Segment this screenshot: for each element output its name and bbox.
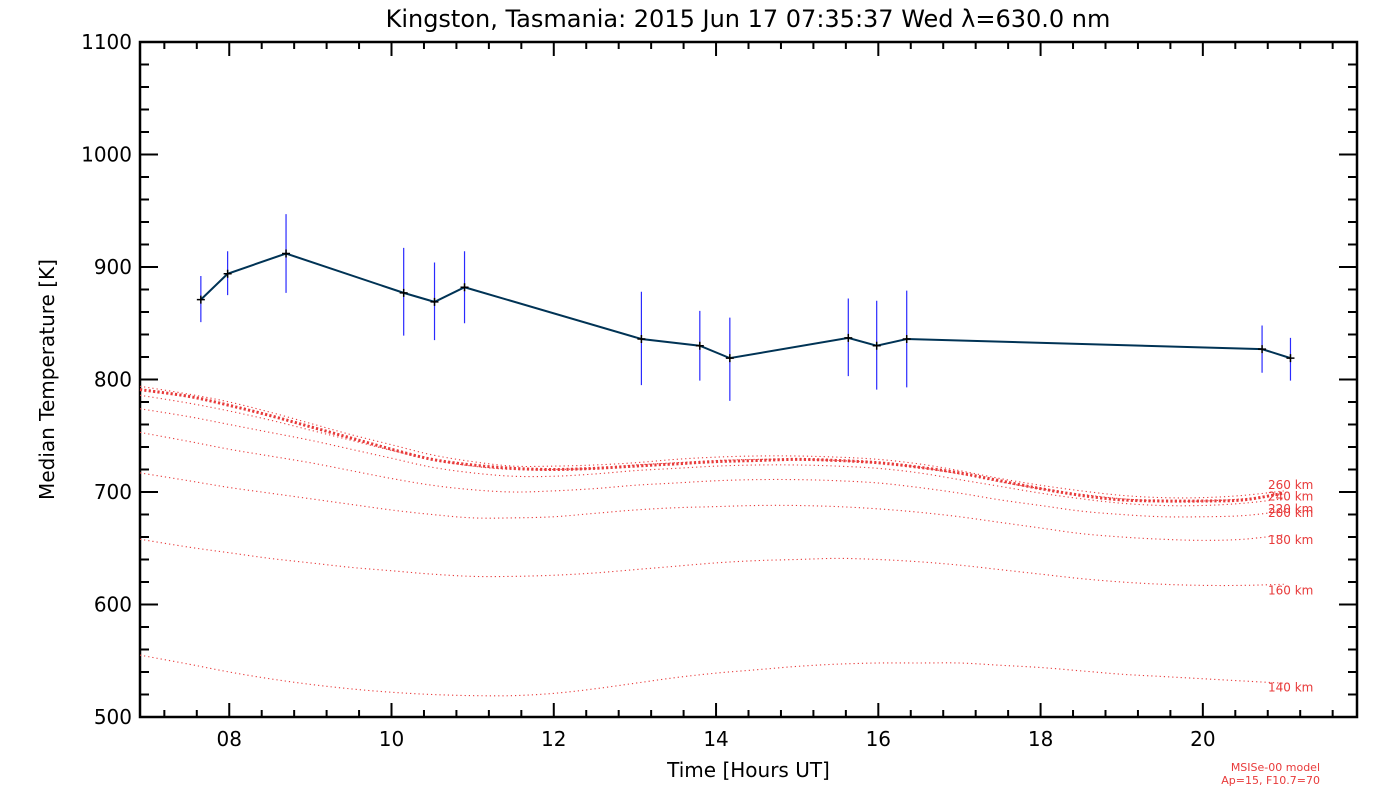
model-curve — [139, 472, 1285, 541]
data-point — [430, 297, 439, 306]
data-point — [223, 269, 232, 278]
altitude-label: 260 km — [1268, 478, 1313, 492]
y-tick-label: 1000 — [81, 143, 132, 167]
model-curve — [139, 385, 1285, 499]
model-curve — [139, 431, 1285, 518]
model-curve — [139, 394, 1285, 502]
x-tick-label: 08 — [217, 727, 242, 751]
plot-frame — [138, 40, 1359, 719]
x-tick-label: 12 — [541, 727, 566, 751]
data-point — [460, 283, 469, 292]
x-tick-label: 10 — [379, 727, 404, 751]
x-tick-label: 20 — [1190, 727, 1215, 751]
altitude-label: 200 km — [1268, 506, 1313, 520]
model-note: MSISe-00 model — [1231, 761, 1320, 774]
altitude-label: 140 km — [1268, 680, 1313, 694]
x-tick-label: 18 — [1028, 727, 1053, 751]
x-tick-label: 16 — [866, 727, 891, 751]
series-line — [200, 252, 1291, 360]
altitude-label: 180 km — [1268, 533, 1313, 547]
y-tick-label: 1100 — [81, 30, 132, 54]
altitude-label: 220 km — [1268, 502, 1313, 516]
data-point — [844, 333, 853, 342]
axes: 08 10 12 14 16 18 20 500 600 700 800 900 1000 1100 — [81, 30, 1357, 751]
altitude-label: 240 km — [1268, 489, 1313, 503]
model-curve-highlighted — [139, 388, 1285, 503]
y-tick-label: 500 — [94, 705, 132, 729]
measured-series — [196, 214, 1295, 401]
y-tick-label: 600 — [94, 593, 132, 617]
y-tick-label: 900 — [94, 255, 132, 279]
model-curve — [139, 538, 1284, 587]
chart-title: Kingston, Tasmania: 2015 Jun 17 07:35:37… — [386, 5, 1111, 33]
data-point — [902, 335, 911, 343]
altitude-label: 160 km — [1268, 583, 1313, 597]
data-point — [695, 341, 704, 350]
y-axis-label: Median Temperature [K] — [35, 259, 59, 500]
x-axis-label: Time [Hours UT] — [666, 758, 830, 782]
x-tick-label: 14 — [703, 727, 728, 751]
data-point — [1286, 354, 1295, 363]
data-point — [399, 288, 408, 297]
data-point — [725, 354, 734, 363]
data-point — [1258, 345, 1267, 354]
model-curve — [139, 654, 1285, 697]
model-curve — [139, 408, 1285, 507]
y-tick-label: 800 — [94, 368, 132, 392]
model-params-note: Ap=15, F10.7=70 — [1221, 774, 1320, 787]
data-point — [872, 341, 881, 350]
data-point — [282, 249, 291, 258]
data-point — [637, 335, 646, 343]
y-tick-label: 700 — [94, 480, 132, 504]
data-point — [196, 295, 205, 304]
